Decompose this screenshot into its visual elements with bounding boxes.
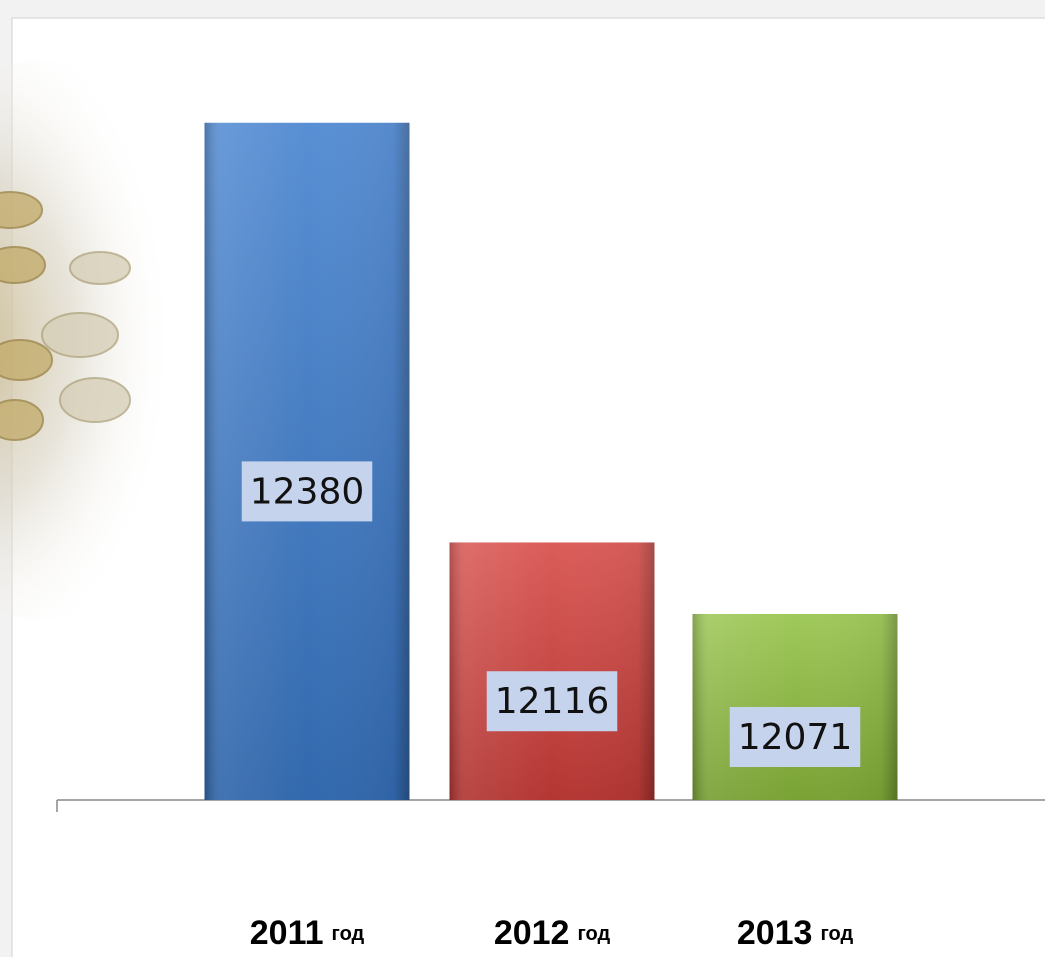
chart: 12380 2011 год 12116 2012 год 12071 2013 год <box>0 0 1045 957</box>
value-label: 12380 <box>250 471 365 512</box>
category: 2013 <box>737 914 813 952</box>
category: 2012 <box>494 914 570 952</box>
category: 2011 <box>250 914 324 952</box>
value-label: 12071 <box>738 717 853 758</box>
category-suffix: год <box>820 923 853 945</box>
category-suffix: год <box>577 923 610 945</box>
category-suffix: год <box>332 923 365 945</box>
value-label: 12116 <box>495 681 610 722</box>
